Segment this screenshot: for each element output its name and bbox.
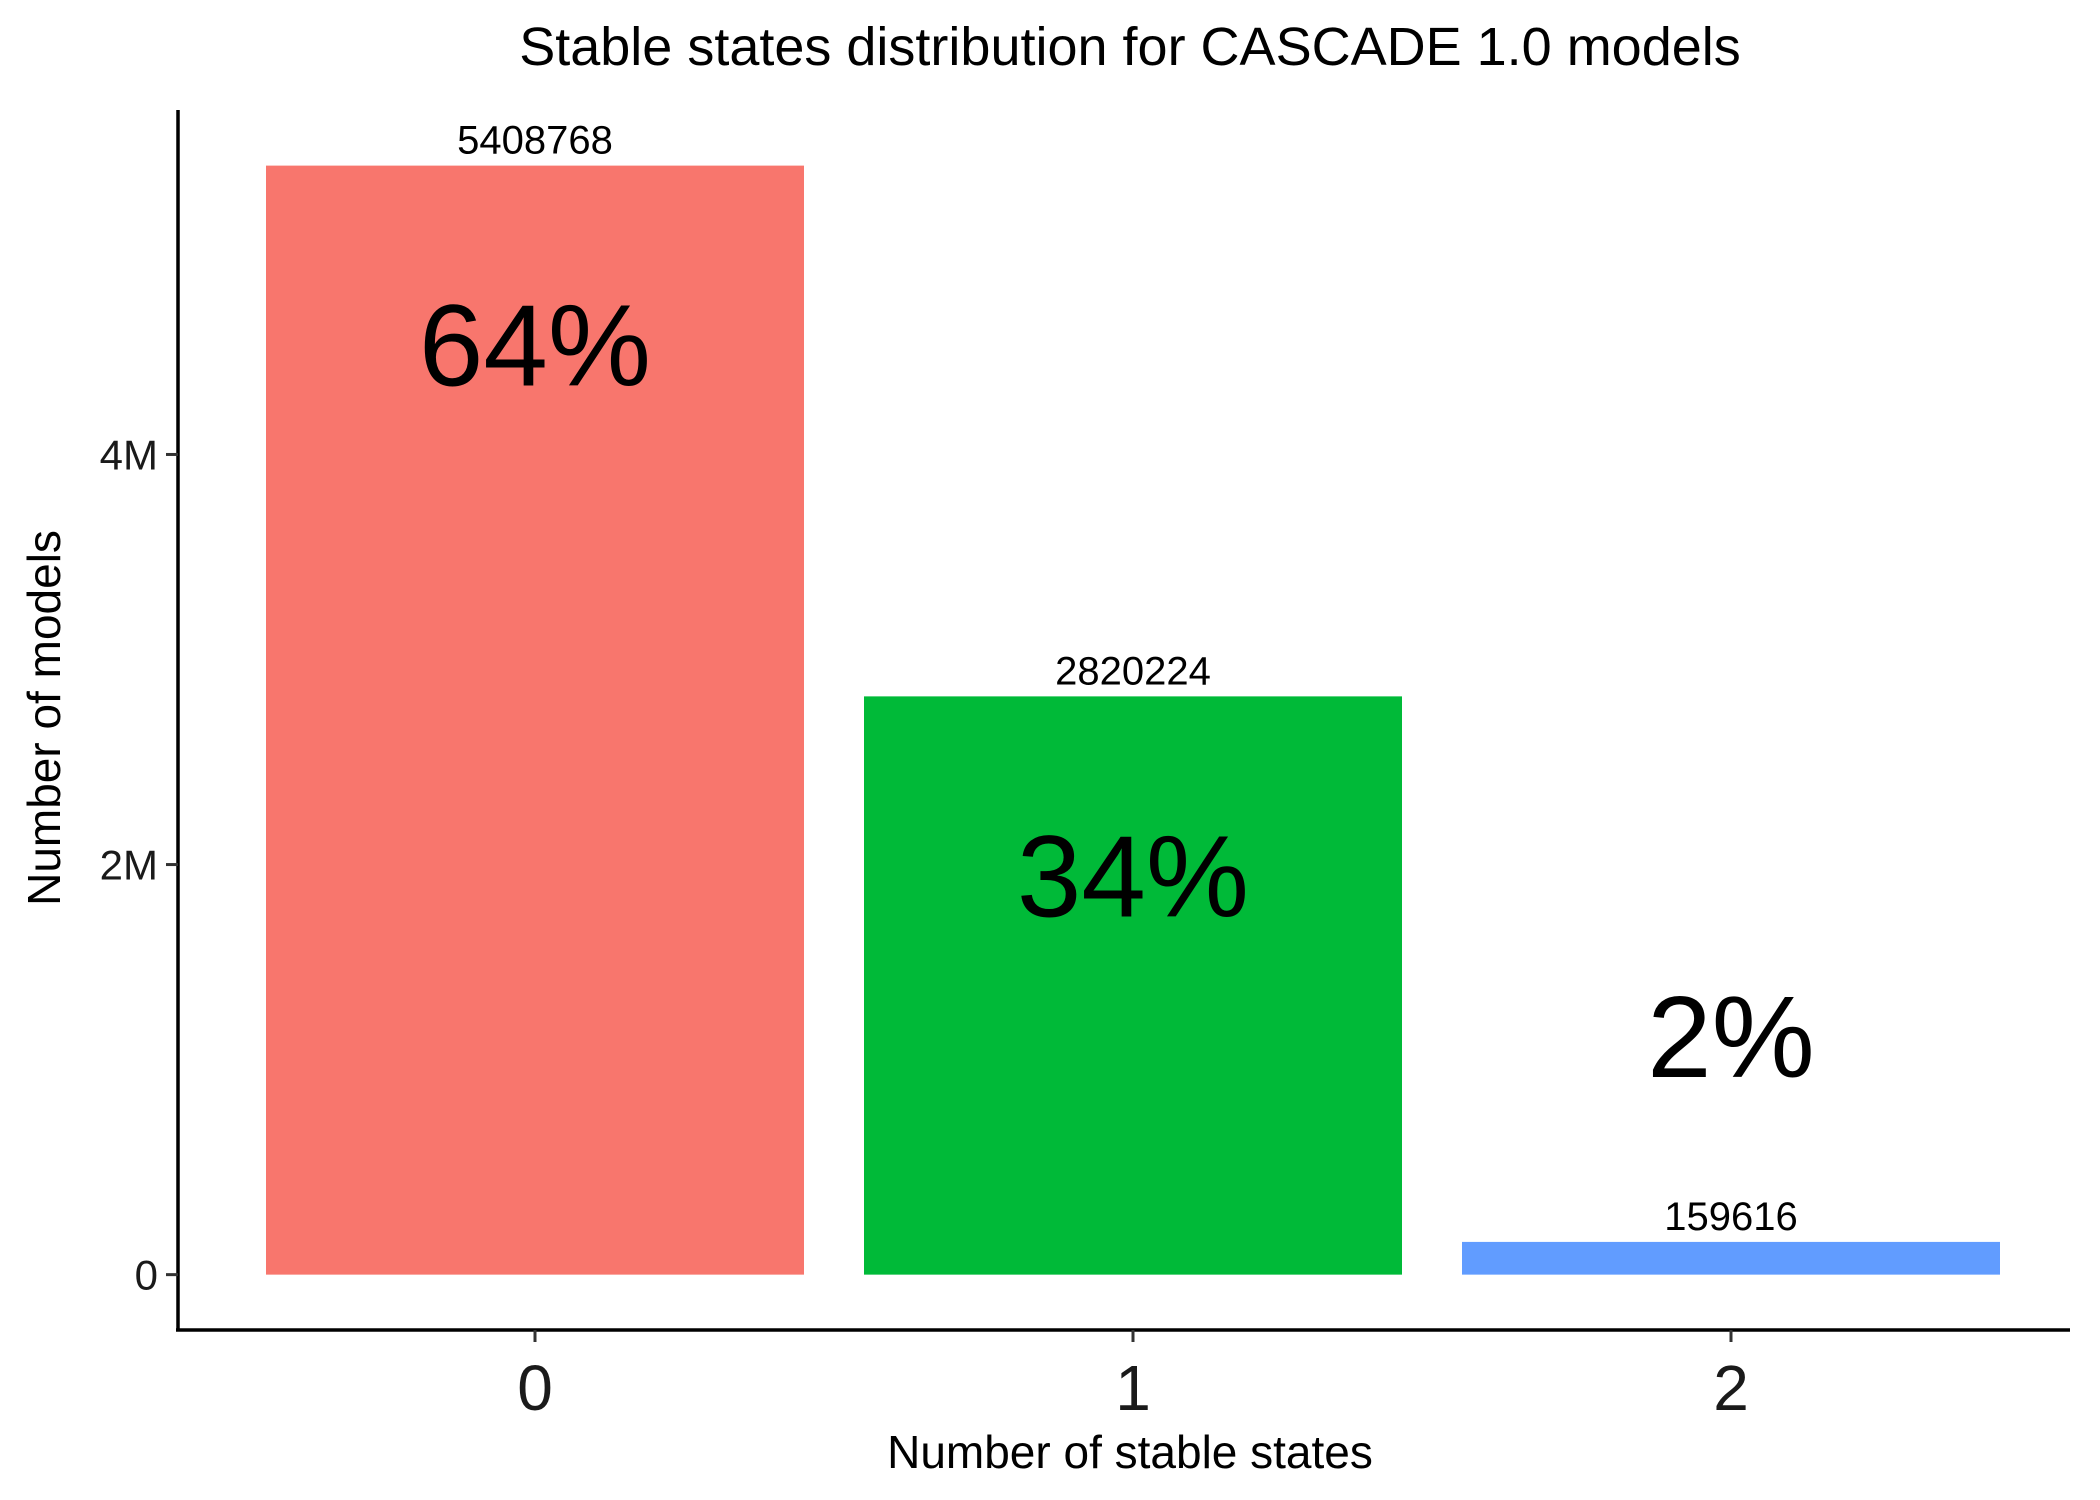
x-tick-label: 1: [1115, 1352, 1151, 1424]
y-tick-label: 0: [135, 1252, 158, 1299]
chart-title: Stable states distribution for CASCADE 1…: [519, 17, 1741, 77]
value-label-0: 5408768: [457, 119, 613, 163]
value-label-1: 2820224: [1055, 649, 1211, 693]
x-tick-label: 0: [517, 1352, 553, 1424]
percent-label-1: 34%: [1017, 811, 1249, 941]
bar-2: [1462, 1241, 2000, 1275]
bar-0: [266, 165, 804, 1275]
x-tick-label: 2: [1713, 1352, 1749, 1424]
y-tick-label: 4M: [100, 431, 158, 478]
bar-labels-layer: 5408768 64% 2820224 34% 159616 2%: [419, 119, 1815, 1239]
percent-label-2: 2%: [1647, 972, 1815, 1102]
bars-layer: [266, 165, 2000, 1275]
y-tick-label: 2M: [100, 842, 158, 889]
value-label-2: 159616: [1664, 1195, 1797, 1239]
x-axis-ticks: 0 1 2: [517, 1330, 1749, 1424]
y-axis-ticks: 0 2M 4M: [100, 431, 178, 1299]
y-axis-title: Number of models: [18, 530, 70, 906]
bar-1: [864, 696, 1402, 1275]
percent-label-0: 64%: [419, 281, 651, 411]
x-axis-title: Number of stable states: [887, 1426, 1373, 1478]
